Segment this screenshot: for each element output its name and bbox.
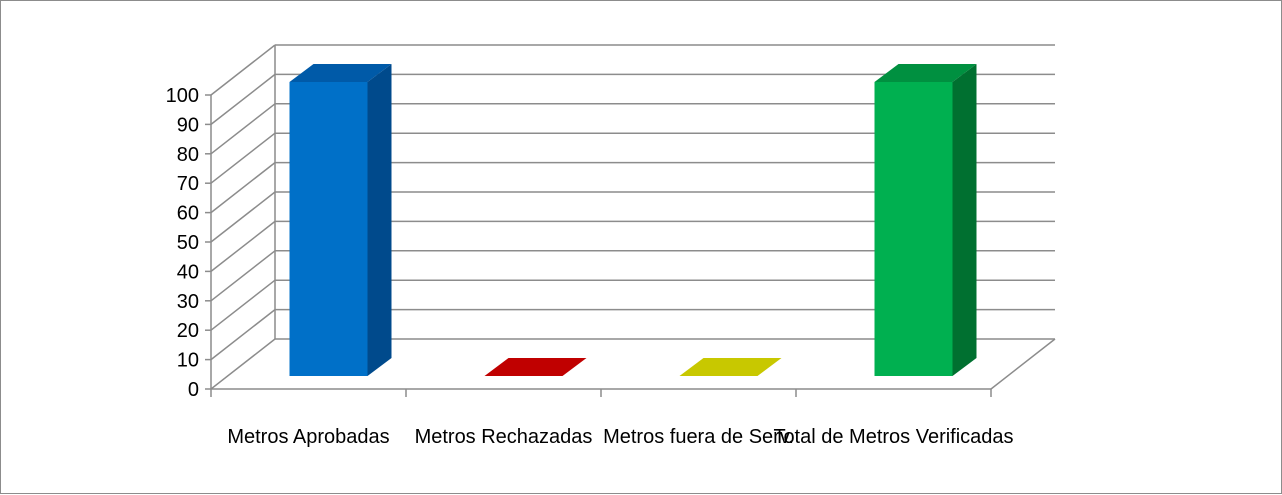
y-tick-label: 100	[166, 85, 199, 107]
gridline-diagonal	[210, 338, 276, 390]
bar-1	[289, 64, 392, 376]
y-tick-label: 30	[177, 291, 199, 313]
bar-side-face	[952, 64, 977, 376]
x-axis	[210, 389, 992, 397]
gridline-diagonal	[210, 309, 276, 361]
bar-flat-face	[484, 358, 587, 376]
bar-4	[874, 64, 977, 376]
gridline-diagonal	[210, 279, 276, 331]
category-label: Metros Aprobadas	[227, 426, 389, 448]
bar-front-face	[289, 82, 368, 376]
bar-front-face	[874, 82, 953, 376]
bar-2	[484, 358, 587, 376]
floor-right-edge	[990, 338, 1056, 390]
bar-top-face	[874, 64, 977, 82]
gridline-diagonal	[210, 103, 276, 155]
y-tick-label: 20	[177, 320, 199, 342]
gridline-diagonal	[210, 250, 276, 302]
gridline-diagonal	[210, 132, 276, 184]
y-tick-label: 10	[177, 350, 199, 372]
category-label: Total de Metros Verificadas	[773, 426, 1013, 448]
bar-side-face	[367, 64, 392, 376]
bars	[289, 64, 977, 376]
y-tick-label: 0	[188, 379, 199, 401]
y-tick-label: 70	[177, 173, 199, 195]
gridline-diagonal	[210, 220, 276, 272]
y-tick-label: 90	[177, 114, 199, 136]
category-label: Metros fuera de Serv.	[603, 426, 794, 448]
y-tick-label: 60	[177, 203, 199, 225]
y-tick-label: 80	[177, 144, 199, 166]
gridline-diagonal	[210, 44, 276, 96]
category-labels: Metros Aprobadas Metros Rechazadas Metros …	[227, 426, 1013, 448]
category-label: Metros Rechazadas	[415, 426, 593, 448]
gridline-diagonal	[210, 162, 276, 214]
y-tick-label: 50	[177, 232, 199, 254]
y-tick-label: 40	[177, 261, 199, 283]
y-axis: 0 10 20 30 40 50 60 70 80 90 100	[166, 85, 211, 401]
gridline-diagonal	[210, 191, 276, 243]
bar-top-face	[289, 64, 392, 82]
bar-3	[679, 358, 782, 376]
bar-flat-face	[679, 358, 782, 376]
gridline-diagonal	[210, 73, 276, 125]
